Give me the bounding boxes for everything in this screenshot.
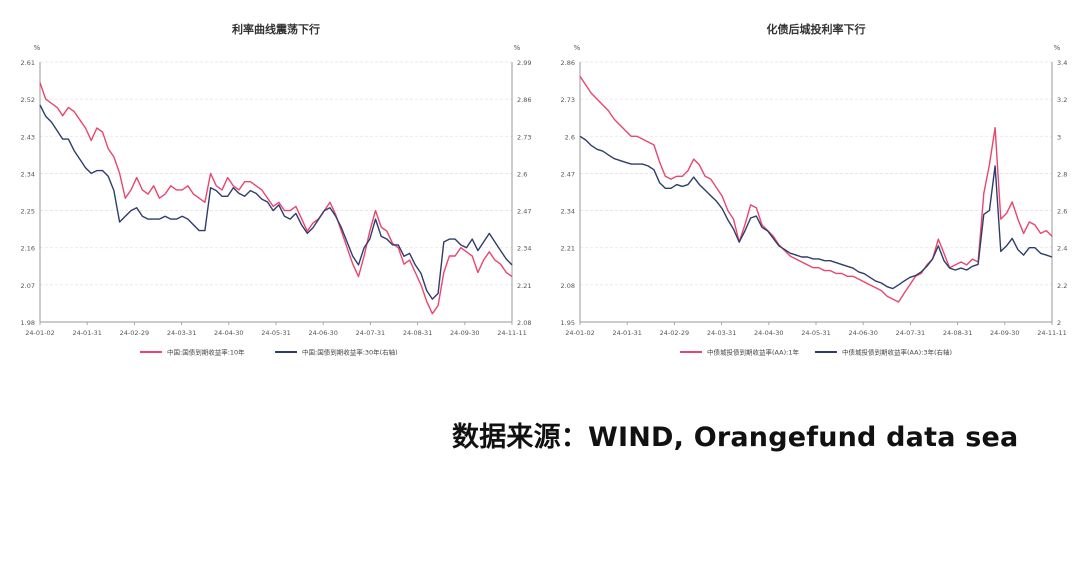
chart-left-right-tick-label: 2.47 xyxy=(517,208,531,216)
chart-right-left-tick-label: 2.86 xyxy=(561,59,575,67)
chart-left-x-tick-label: 24-08-31 xyxy=(403,329,433,337)
chart-right-svg: 化债后城投利率下行% % 2.86 3.4 2.73 3.2 2.6 3 2.47 2.8 2.34… xyxy=(561,22,1068,357)
chart-left-left-tick-label: 1.98 xyxy=(21,319,35,327)
chart-left-left-tick-label: 2.34 xyxy=(21,170,35,178)
chart-left-right-tick-label: 2.86 xyxy=(517,96,531,104)
chart-left-right-tick-label: 2.34 xyxy=(517,245,531,253)
chart-left-x-tick-label: 24-04-30 xyxy=(214,329,244,337)
chart-left-right-tick-label: 2.08 xyxy=(517,319,531,327)
chart-left-x-tick-label: 24-06-30 xyxy=(308,329,338,337)
chart-right-right-unit: % xyxy=(1054,44,1061,52)
chart-left-left-tick-label: 2.07 xyxy=(21,282,35,290)
chart-right-right-tick-label: 2.8 xyxy=(1057,170,1067,178)
chart-left-series-line-1 xyxy=(39,82,513,315)
chart-left-right-tick-label: 2.99 xyxy=(517,59,531,67)
chart-left-series-line-2 xyxy=(39,104,513,300)
chart-right-series-line-1 xyxy=(579,75,1053,303)
chart-right-x-tick-label: 24-08-31 xyxy=(943,329,973,337)
chart-left-x-tick-label: 24-07-31 xyxy=(356,329,386,337)
chart-right-x-tick-label: 24-09-30 xyxy=(990,329,1020,337)
chart-right-right-tick-label: 3.4 xyxy=(1057,59,1067,67)
chart-right-left-tick-label: 2.21 xyxy=(561,245,575,253)
chart-right-x-tick-label: 24-03-31 xyxy=(707,329,737,337)
chart-right-x-tick-label: 24-11-11 xyxy=(1037,329,1067,337)
chart-right-left-tick-label: 2.73 xyxy=(561,96,575,104)
chart-right-x-tick-label: 24-06-30 xyxy=(848,329,878,337)
chart-right-left-tick-label: 1.95 xyxy=(561,319,575,327)
chart-right-right-tick-label: 2 xyxy=(1057,319,1061,327)
chart-right-x-tick-label: 24-04-30 xyxy=(754,329,784,337)
chart-right-right-tick-label: 3 xyxy=(1057,133,1061,141)
chart-right-right-tick-label: 2.2 xyxy=(1057,282,1067,290)
chart-right-title: 化债后城投利率下行 xyxy=(767,22,866,36)
chart-left-left-unit: % xyxy=(34,44,41,52)
chart-right-left-tick-label: 2.47 xyxy=(561,170,575,178)
chart-right-x-tick-label: 24-05-31 xyxy=(801,329,831,337)
chart-left-right-tick-label: 2.21 xyxy=(517,282,531,290)
chart-left-left-tick-label: 2.61 xyxy=(21,59,35,67)
chart-left-left-tick-label: 2.52 xyxy=(21,96,35,104)
chart-right-series-line-2 xyxy=(579,135,1053,290)
chart-right-legend-label-1: 中债城投债到期收益率(AA):1年 xyxy=(707,348,799,357)
chart-left-right-unit: % xyxy=(514,44,521,52)
chart-left-left-tick-label: 2.43 xyxy=(21,133,35,141)
chart-left-svg: 利率曲线震荡下行% % 2.61 2.99 2.52 2.86 2.43 2.73 2.34 2.… xyxy=(21,22,532,357)
chart-left-title: 利率曲线震荡下行 xyxy=(232,22,320,36)
chart-right-left-tick-label: 2.6 xyxy=(565,133,575,141)
chart-left-x-tick-label: 24-09-30 xyxy=(450,329,480,337)
chart-left-left-tick-label: 2.25 xyxy=(21,208,35,216)
chart-left-right-tick-label: 2.73 xyxy=(517,133,531,141)
chart-left-x-tick-label: 24-01-31 xyxy=(72,329,102,337)
chart-right-x-tick-label: 24-07-31 xyxy=(896,329,926,337)
chart-right-left-unit: % xyxy=(574,44,581,52)
chart-right-right-tick-label: 2.6 xyxy=(1057,208,1067,216)
chart-left-x-tick-label: 24-02-29 xyxy=(120,329,150,337)
chart-left-x-tick-label: 24-05-31 xyxy=(261,329,291,337)
chart-left-legend-label-1: 中国:国债到期收益率:10年 xyxy=(167,348,245,357)
chart-right-left-tick-label: 2.08 xyxy=(561,282,575,290)
chart-left-x-tick-label: 24-03-31 xyxy=(167,329,197,337)
chart-right-left-tick-label: 2.34 xyxy=(561,208,575,216)
chart-left-legend-label-2: 中国:国债到期收益率:30年(右轴) xyxy=(302,348,398,357)
chart-right-legend-label-2: 中债城投债到期收益率(AA):3年(右轴) xyxy=(842,348,952,357)
chart-left-x-tick-label: 24-11-11 xyxy=(497,329,527,337)
chart-right-x-tick-label: 24-01-31 xyxy=(612,329,642,337)
chart-right-x-tick-label: 24-02-29 xyxy=(660,329,690,337)
chart-left-left-tick-label: 2.16 xyxy=(21,245,35,253)
chart-left-right-tick-label: 2.6 xyxy=(517,170,527,178)
chart-right-x-tick-label: 24-01-02 xyxy=(565,329,595,337)
chart-left-x-tick-label: 24-01-02 xyxy=(25,329,55,337)
data-source-note: 数据来源：WIND, Orangefund data sea xyxy=(452,422,1019,453)
chart-right-right-tick-label: 2.4 xyxy=(1057,245,1067,253)
chart-right-right-tick-label: 3.2 xyxy=(1057,96,1067,104)
